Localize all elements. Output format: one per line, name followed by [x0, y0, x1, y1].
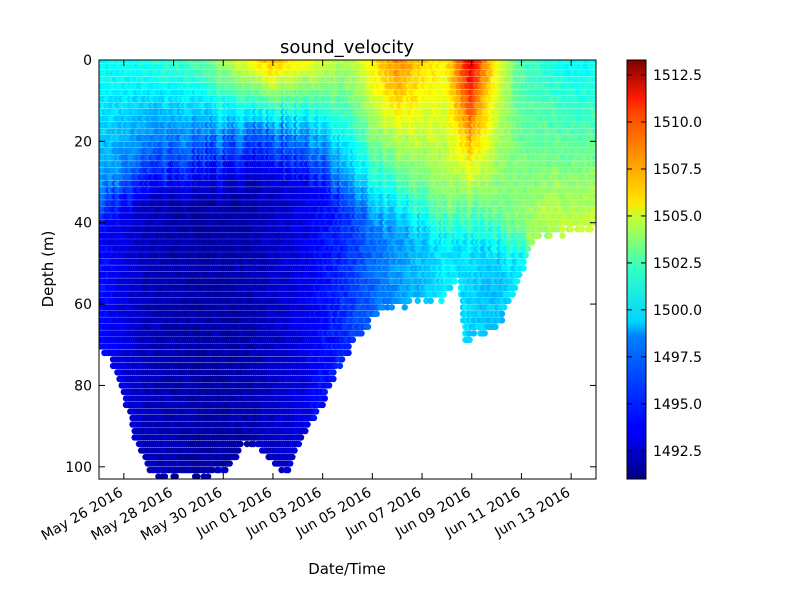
data-marks — [99, 60, 596, 479]
profile — [248, 60, 255, 448]
profile — [237, 60, 244, 448]
data-point — [235, 447, 242, 454]
data-point — [226, 460, 233, 467]
profile — [256, 60, 264, 448]
data-point — [222, 466, 229, 474]
profile — [135, 60, 143, 448]
data-point — [233, 453, 240, 461]
data-point — [237, 440, 244, 448]
chart-title: sound_velocity — [280, 37, 414, 58]
profile — [250, 60, 257, 448]
profile — [254, 60, 262, 448]
profile — [243, 60, 251, 448]
